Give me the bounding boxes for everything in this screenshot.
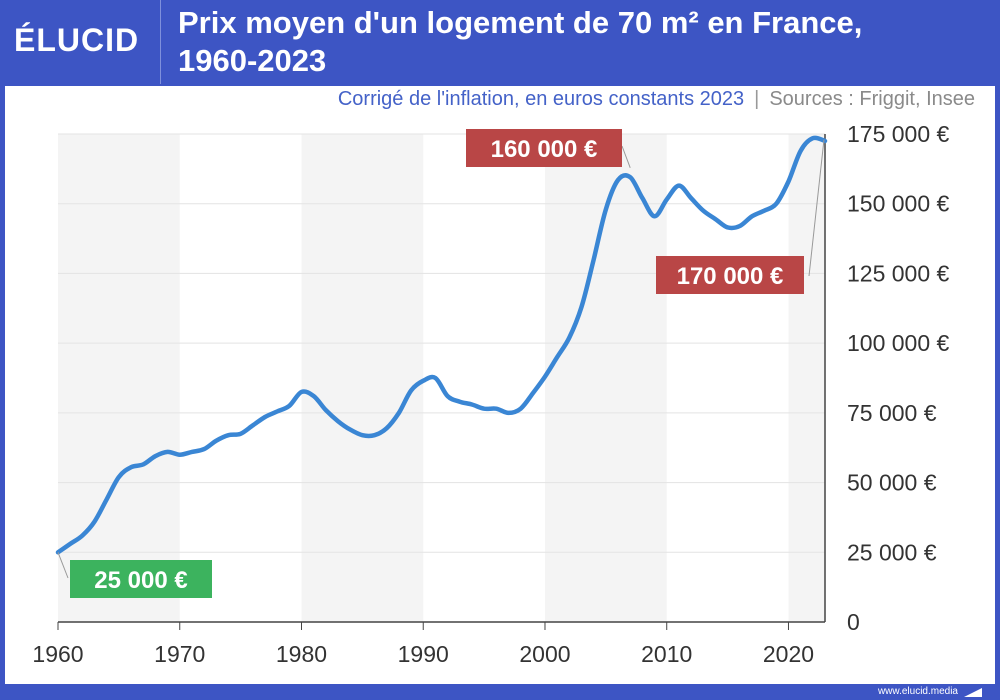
- annotation-box: [656, 256, 804, 294]
- x-tick-label: 2020: [763, 641, 814, 667]
- decade-band: [788, 134, 825, 622]
- y-tick-label: 0: [847, 609, 860, 635]
- y-tick-label: 100 000 €: [847, 330, 950, 356]
- decade-band: [58, 134, 180, 622]
- chart-subtitle: Corrigé de l'inflation, en euros constan…: [338, 88, 975, 111]
- y-tick-label: 175 000 €: [847, 121, 950, 147]
- line-chart: 0 25 000 € 50 000 € 75 000 € 100 000 € 125 00…: [32, 121, 950, 667]
- x-tick-label: 2000: [519, 641, 570, 667]
- sources-text: Sources : Friggit, Insee: [769, 88, 975, 110]
- price-series-line: [55, 135, 828, 555]
- annotation-leader: [57, 552, 69, 579]
- subtitle-text: Corrigé de l'inflation, en euros constan…: [337, 88, 745, 110]
- y-tick-label: 50 000 €: [847, 470, 937, 496]
- x-tick-label: 2010: [641, 641, 692, 667]
- header-divider: [160, 0, 161, 84]
- annotation-box: [466, 129, 622, 167]
- x-tick-label: 1980: [276, 641, 327, 667]
- subtitle-separator: |: [754, 88, 760, 110]
- chart-panel: Corrigé de l'inflation, en euros constan…: [5, 86, 995, 684]
- y-tick-label: 75 000 €: [847, 400, 937, 426]
- header: ÉLUCID Prix moyen d'un logement de 70 m²…: [0, 0, 1000, 86]
- annotation-label: 170 000 €: [677, 263, 784, 290]
- annotation-label: 25 000 €: [94, 567, 187, 594]
- decade-band: [301, 134, 424, 622]
- elucid-logo: ÉLUCID: [14, 22, 140, 58]
- annotation-box: [70, 560, 212, 598]
- flag-icon: [964, 688, 982, 697]
- y-tick-label: 25 000 €: [847, 539, 937, 565]
- chart-title: Prix moyen d'un logement de 70 m² en Fra…: [178, 4, 978, 80]
- y-tick-label: 125 000 €: [847, 260, 950, 286]
- chart-title-line1: Prix moyen d'un logement de 70 m² en Fra…: [178, 5, 863, 40]
- x-tick-label: 1990: [398, 641, 449, 667]
- annotation-label: 160 000 €: [491, 136, 598, 163]
- annotation-leader: [621, 145, 631, 169]
- chart-title-line2: 1960-2023: [178, 43, 327, 78]
- annotation-leader: [808, 139, 825, 277]
- x-tick-label: 1960: [32, 641, 83, 667]
- footer-url[interactable]: www.elucid.media: [877, 686, 958, 697]
- x-tick-label: 1970: [154, 641, 205, 667]
- y-tick-label: 150 000 €: [847, 191, 950, 217]
